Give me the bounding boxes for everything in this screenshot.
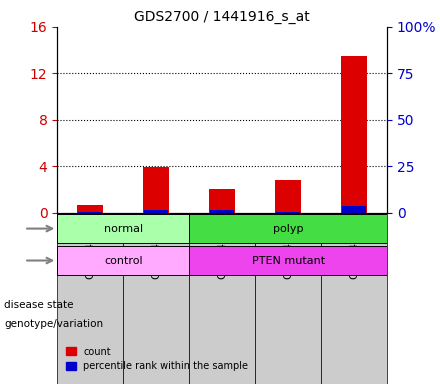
Text: control: control — [104, 255, 143, 265]
Legend: count, percentile rank within the sample: count, percentile rank within the sample — [62, 343, 252, 375]
FancyBboxPatch shape — [57, 214, 189, 243]
Bar — [210, 210, 234, 213]
Bar — [78, 212, 102, 213]
Bar — [57, 213, 123, 384]
FancyBboxPatch shape — [57, 246, 189, 275]
Bar — [77, 205, 103, 213]
Text: polyp: polyp — [273, 223, 304, 233]
FancyBboxPatch shape — [189, 214, 387, 243]
Text: normal: normal — [104, 223, 143, 233]
Title: GDS2700 / 1441916_s_at: GDS2700 / 1441916_s_at — [134, 10, 310, 25]
Bar — [209, 189, 235, 213]
Text: disease state: disease state — [4, 300, 74, 310]
FancyBboxPatch shape — [189, 246, 387, 275]
Bar — [143, 167, 169, 213]
Bar — [321, 213, 387, 384]
Bar — [275, 180, 301, 213]
Text: PTEN mutant: PTEN mutant — [252, 255, 325, 265]
Text: genotype/variation: genotype/variation — [4, 319, 103, 329]
Bar — [189, 213, 255, 384]
Bar — [341, 56, 367, 213]
Bar — [144, 210, 168, 213]
Bar — [342, 206, 366, 213]
Bar — [276, 212, 300, 213]
Bar — [255, 213, 321, 384]
Bar — [123, 213, 189, 384]
